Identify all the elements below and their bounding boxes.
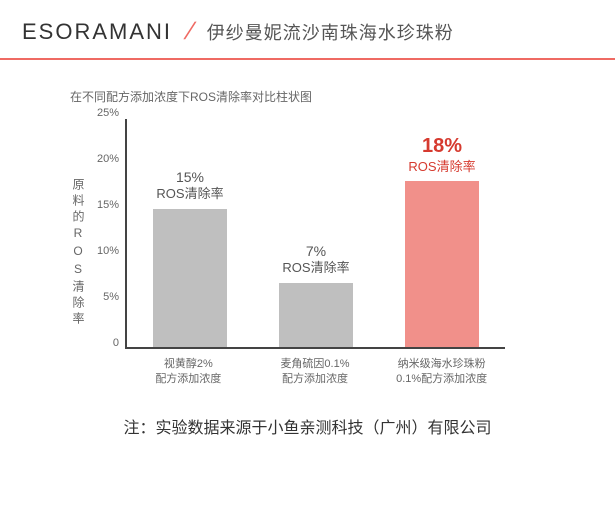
x-label: 纳米级海水珍珠粉 0.1%配方添加浓度 [379, 357, 504, 388]
x-label: 视黄醇2% 配方添加浓度 [126, 357, 251, 388]
page-subtitle: 伊纱曼妮流沙南珠海水珍珠粉 [207, 19, 454, 45]
page: ESORAMANI / 伊纱曼妮流沙南珠海水珍珠粉 在不同配方添加浓度下ROS清… [0, 0, 615, 515]
plot-area: 25% 20% 15% 10% 5% 0 15% ROS清除率 [91, 119, 505, 388]
bar-rect [153, 209, 227, 347]
bar-caption: ROS清除率 [156, 186, 223, 203]
bar-caption: ROS清除率 [408, 159, 475, 176]
x-label-line: 配方添加浓度 [282, 373, 348, 385]
header: ESORAMANI / 伊纱曼妮流沙南珠海水珍珠粉 [0, 0, 615, 46]
bar-value-label: 15% ROS清除率 [156, 168, 223, 203]
bar-item: 15% ROS清除率 [128, 168, 253, 347]
x-label-line: 视黄醇2% [164, 358, 213, 370]
x-label-line: 纳米级海水珍珠粉 [398, 358, 486, 370]
bar-item: 7% ROS清除率 [254, 242, 379, 347]
bar-rect [279, 283, 353, 347]
bar-value-text: 15% [156, 168, 223, 186]
footnote: 注：实验数据来源于小鱼亲测科技（广州）有限公司 [0, 414, 615, 438]
bar-value-label: 18% ROS清除率 [408, 133, 475, 176]
x-label-line: 0.1%配方添加浓度 [396, 373, 487, 385]
plot-inner: 15% ROS清除率 7% ROS清除率 [125, 119, 505, 349]
bar-value-label: 7% ROS清除率 [282, 242, 349, 277]
separator: / [184, 18, 196, 46]
x-label-line: 麦角硫因0.1% [280, 358, 349, 370]
brand-logo: ESORAMANI [22, 19, 172, 45]
x-label-line: 配方添加浓度 [155, 373, 221, 385]
bar-item: 18% ROS清除率 [380, 133, 505, 347]
chart-title: 在不同配方添加浓度下ROS清除率对比柱状图 [70, 88, 545, 105]
bars-group: 15% ROS清除率 7% ROS清除率 [127, 119, 505, 347]
bar-value-text: 18% [408, 133, 475, 159]
chart-container: 在不同配方添加浓度下ROS清除率对比柱状图 原料的ROS清除率 25% 20% … [0, 60, 615, 388]
x-axis-labels: 视黄醇2% 配方添加浓度 麦角硫因0.1% 配方添加浓度 纳米级海水珍珠粉 0.… [125, 357, 505, 388]
bar-value-text: 7% [282, 242, 349, 260]
y-axis-label: 原料的ROS清除率 [70, 119, 91, 388]
bar-rect [405, 181, 479, 347]
bar-caption: ROS清除率 [282, 260, 349, 277]
y-axis-ticks: 25% 20% 15% 10% 5% 0 [91, 119, 125, 349]
chart-box: 原料的ROS清除率 25% 20% 15% 10% 5% 0 [70, 119, 545, 388]
x-label: 麦角硫因0.1% 配方添加浓度 [252, 357, 377, 388]
axis-area: 25% 20% 15% 10% 5% 0 15% ROS清除率 [91, 119, 505, 349]
